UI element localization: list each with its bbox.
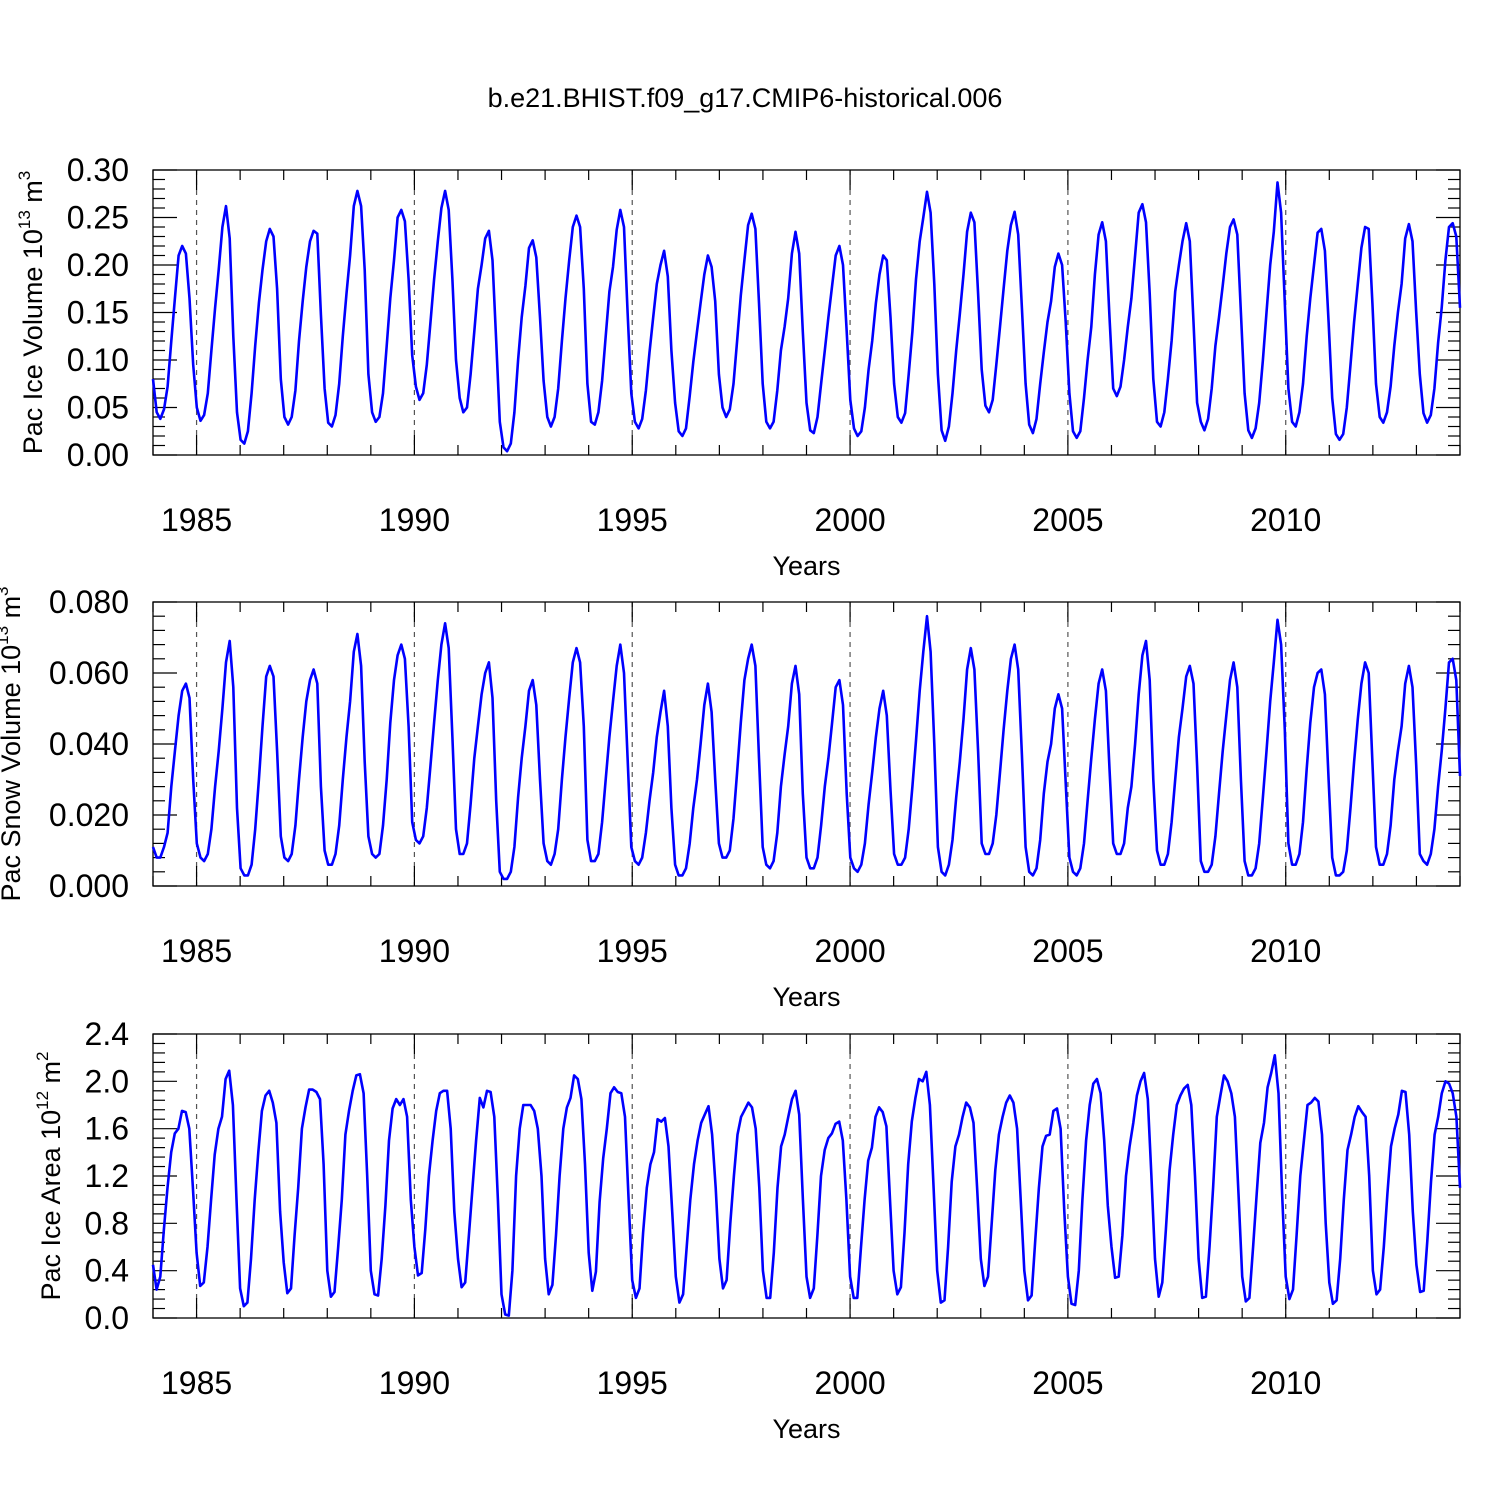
chart-panel-2: 0.000 0.020 0.040 0.060 0.080 1985 1990 1995 200… [0, 584, 1462, 1012]
y-axis-label-exponent: 13 [0, 626, 12, 645]
y-tick-label: 0.05 [67, 390, 129, 426]
y-tick-label: 0.20 [67, 247, 129, 283]
x-axis-label: Years [772, 551, 840, 581]
y-axis-label-unit: m [0, 596, 26, 626]
y-axis-label: Pac Ice Area 1012 m2 [33, 1051, 66, 1300]
y-tick-label: 2.0 [85, 1063, 129, 1099]
x-tick-label: 1995 [597, 933, 668, 969]
y-tick-label: 0.080 [49, 584, 129, 620]
chart-panel-1: 0.00 0.05 0.10 0.15 0.20 0.25 0.30 1985 1990 1995… [15, 152, 1462, 581]
y-tick-label: 1.6 [85, 1111, 129, 1147]
x-tick-label: 1995 [597, 502, 668, 538]
x-axis-label: Years [772, 982, 840, 1012]
figure-title: b.e21.BHIST.f09_g17.CMIP6-historical.006 [488, 83, 1003, 113]
x-tick-label: 1985 [161, 933, 232, 969]
x-tick-label: 1985 [161, 502, 232, 538]
y-tick-label: 0.060 [49, 655, 129, 691]
x-tick-label: 2000 [814, 502, 885, 538]
y-axis-label-unit: m [18, 180, 48, 210]
series-line [151, 181, 1462, 453]
y-axis-label: Pac Snow Volume 1013 m3 [0, 586, 26, 901]
x-tick-label: 2005 [1032, 1365, 1103, 1401]
x-tick-label: 2000 [814, 1365, 885, 1401]
x-tick-label: 2005 [1032, 933, 1103, 969]
series-line [151, 614, 1462, 881]
x-tick-label: 1990 [379, 933, 450, 969]
y-axis-label-unit-exponent: 3 [0, 586, 12, 595]
y-tick-label: 0.10 [67, 342, 129, 378]
x-tick-label: 1990 [379, 502, 450, 538]
series-line [151, 1054, 1462, 1317]
x-tick-label: 1995 [597, 1365, 668, 1401]
x-axis-label: Years [772, 1414, 840, 1444]
y-tick-label: 0.040 [49, 726, 129, 762]
y-axis-label-exponent: 12 [33, 1091, 52, 1110]
x-tick-label: 2010 [1250, 1365, 1321, 1401]
x-tick-label: 2000 [814, 933, 885, 969]
y-axis-label-unit-exponent: 2 [33, 1051, 52, 1060]
y-tick-label: 0.00 [67, 437, 129, 473]
y-tick-label: 0.15 [67, 295, 129, 331]
y-tick-label: 0.25 [67, 200, 129, 236]
x-tick-label: 2005 [1032, 502, 1103, 538]
y-axis-label: Pac Ice Volume 1013 m3 [15, 171, 48, 455]
y-tick-label: 0.000 [49, 868, 129, 904]
y-axis-label-unit: m [36, 1061, 66, 1091]
y-axis-label-exponent: 13 [15, 210, 34, 229]
chart-panel-3: 0.0 0.4 0.8 1.2 1.6 2.0 2.4 1985 1990 1995 2000 200… [33, 1016, 1462, 1444]
x-tick-label: 1985 [161, 1365, 232, 1401]
y-axis-label-text: Pac Ice Area 10 [36, 1110, 66, 1301]
y-tick-label: 0.4 [85, 1253, 129, 1289]
y-axis-label-text: Pac Ice Volume 10 [18, 229, 48, 454]
y-tick-label: 0.0 [85, 1300, 129, 1336]
y-tick-label: 2.4 [85, 1016, 129, 1052]
y-tick-label: 0.30 [67, 152, 129, 188]
y-tick-label: 0.020 [49, 797, 129, 833]
y-axis-label-text: Pac Snow Volume 10 [0, 645, 26, 902]
x-tick-label: 2010 [1250, 933, 1321, 969]
y-axis-label-unit-exponent: 3 [15, 171, 34, 180]
x-tick-label: 2010 [1250, 502, 1321, 538]
x-tick-label: 1990 [379, 1365, 450, 1401]
chart-panels: 0.00 0.05 0.10 0.15 0.20 0.25 0.30 1985 1990 1995… [0, 152, 1462, 1444]
y-tick-label: 0.8 [85, 1205, 129, 1241]
y-tick-label: 1.2 [85, 1158, 129, 1194]
